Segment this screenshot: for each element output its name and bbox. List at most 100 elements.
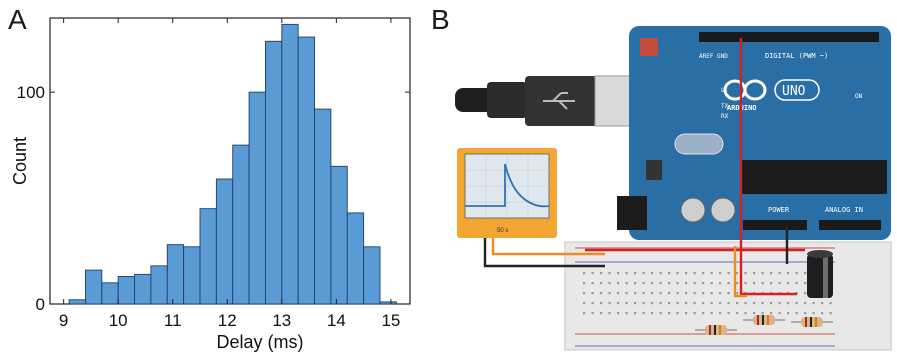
- breadboard-hole: [583, 282, 586, 285]
- histogram-bar: [183, 246, 201, 305]
- panel-letter-a: A: [8, 4, 27, 35]
- histogram-bars: [68, 23, 397, 305]
- analog-header: [819, 220, 881, 230]
- y-tick-label: 0: [36, 295, 45, 314]
- reset-button: [640, 38, 658, 56]
- x-tick-label: 12: [218, 311, 237, 330]
- breadboard-hole: [804, 292, 807, 295]
- breadboard-hole: [617, 312, 620, 315]
- breadboard-hole: [770, 302, 773, 305]
- crystal: [674, 133, 724, 155]
- breadboard-hole: [778, 272, 781, 275]
- breadboard-hole: [583, 272, 586, 275]
- breadboard-hole: [787, 282, 790, 285]
- breadboard-hole: [591, 292, 594, 295]
- y-tick-label: 100: [17, 83, 45, 102]
- breadboard-hole: [753, 312, 756, 315]
- breadboard-hole: [651, 282, 654, 285]
- breadboard-hole: [608, 302, 611, 305]
- histogram-bar: [232, 144, 250, 305]
- breadboard-hole: [583, 312, 586, 315]
- breadboard-hole: [625, 302, 628, 305]
- breadboard-hole: [676, 312, 679, 315]
- breadboard-hole: [702, 272, 705, 275]
- capacitor-right: [710, 197, 736, 223]
- histogram-bar: [330, 165, 348, 305]
- usb-cable: [455, 75, 638, 127]
- breadboard-hole: [770, 312, 773, 315]
- histogram-bar: [363, 246, 381, 305]
- histogram-bar: [346, 212, 365, 305]
- histogram-bar: [117, 276, 135, 305]
- x-tick-label: 9: [59, 311, 68, 330]
- breadboard-hole: [685, 272, 688, 275]
- power-label: POWER: [768, 206, 790, 214]
- aref-label: AREF: [699, 53, 714, 60]
- breadboard-hole: [659, 292, 662, 295]
- breadboard-hole: [659, 302, 662, 305]
- breadboard-hole: [787, 302, 790, 305]
- axes: 9 10 11 12 13 14 15 0 100: [17, 18, 410, 330]
- resistor-3: [791, 317, 833, 327]
- infinity-logo: [723, 79, 767, 101]
- breadboard-hole: [625, 282, 628, 285]
- breadboard-hole: [719, 302, 722, 305]
- l-led-label: L: [721, 87, 725, 94]
- histogram-bar: [379, 301, 397, 305]
- capacitor-left: [680, 197, 706, 223]
- breadboard-hole: [727, 272, 730, 275]
- breadboard-hole: [744, 272, 747, 275]
- breadboard-hole: [702, 292, 705, 295]
- breadboard-hole: [651, 272, 654, 275]
- resistors: [695, 315, 833, 335]
- histogram-bar: [281, 23, 299, 305]
- breadboard-hole: [600, 312, 603, 315]
- breadboard-hole: [659, 312, 662, 315]
- histogram-bar: [134, 273, 152, 305]
- breadboard-hole: [634, 282, 637, 285]
- breadboard-hole: [744, 282, 747, 285]
- breadboard-hole: [812, 312, 815, 315]
- breadboard-hole: [600, 272, 603, 275]
- breadboard-hole: [770, 282, 773, 285]
- breadboard-hole: [710, 282, 713, 285]
- power-jack: [617, 196, 647, 230]
- panel-letter-b: B: [431, 4, 450, 35]
- histogram-bar: [314, 108, 332, 305]
- breadboard-hole: [761, 302, 764, 305]
- breadboard-hole: [795, 312, 798, 315]
- histogram-bar: [68, 299, 86, 305]
- breadboard-hole: [727, 292, 730, 295]
- breadboard-hole: [710, 292, 713, 295]
- breadboard-hole: [676, 272, 679, 275]
- electrolytic-capacitor: [807, 250, 833, 298]
- breadboard-hole: [625, 272, 628, 275]
- delay-histogram: 9 10 11 12 13 14 15 0 100 Delay (ms) Count: [10, 17, 411, 352]
- breadboard-hole: [710, 272, 713, 275]
- board-name: UNO: [782, 84, 806, 99]
- breadboard-hole: [736, 282, 739, 285]
- usb-icon: [543, 92, 575, 110]
- breadboard-hole: [608, 292, 611, 295]
- breadboard-hole: [719, 272, 722, 275]
- breadboard-hole: [761, 272, 764, 275]
- breadboard-hole: [744, 302, 747, 305]
- breadboard-hole: [685, 302, 688, 305]
- breadboard-hole: [642, 312, 645, 315]
- gnd-label: GND: [717, 53, 728, 60]
- scope-readout: 50 s: [497, 228, 508, 234]
- breadboard-hole: [702, 312, 705, 315]
- breadboard-hole: [702, 282, 705, 285]
- breadboard-hole: [710, 302, 713, 305]
- breadboard-hole: [600, 292, 603, 295]
- histogram-bar: [199, 208, 217, 305]
- breadboard-hole: [625, 292, 628, 295]
- red-wire-signal: [739, 38, 797, 296]
- breadboard-hole: [625, 312, 628, 315]
- histogram-bar: [101, 282, 119, 305]
- breadboard-hole: [736, 292, 739, 295]
- breadboard-hole: [600, 282, 603, 285]
- breadboard-hole: [710, 312, 713, 315]
- breadboard-hole: [693, 282, 696, 285]
- power-header: [743, 220, 807, 230]
